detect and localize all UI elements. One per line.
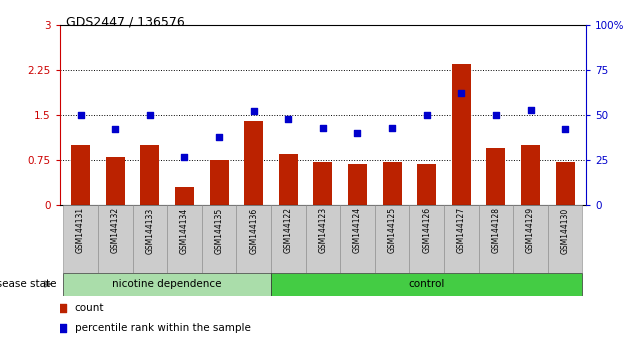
Bar: [278, 154, 298, 205]
Point: [560, 127, 570, 132]
Text: GSM144134: GSM144134: [180, 207, 189, 253]
Point: [456, 91, 466, 96]
Point: [180, 154, 190, 159]
Text: GDS2447 / 136576: GDS2447 / 136576: [66, 16, 185, 29]
Text: GSM144130: GSM144130: [561, 207, 570, 253]
Bar: [175, 187, 194, 205]
Text: GSM144125: GSM144125: [387, 207, 397, 253]
Bar: [132, 205, 167, 273]
Bar: [479, 205, 513, 273]
Bar: [313, 162, 333, 205]
Text: GSM144135: GSM144135: [215, 207, 224, 253]
Bar: [375, 205, 410, 273]
Bar: [167, 205, 202, 273]
Text: percentile rank within the sample: percentile rank within the sample: [74, 323, 251, 333]
Text: GSM144127: GSM144127: [457, 207, 466, 253]
Point: [110, 127, 120, 132]
Text: GSM144124: GSM144124: [353, 207, 362, 253]
Text: GSM144123: GSM144123: [318, 207, 328, 253]
Bar: [348, 164, 367, 205]
Point: [352, 130, 362, 136]
Point: [387, 125, 397, 131]
Text: GSM144131: GSM144131: [76, 207, 85, 253]
Bar: [306, 205, 340, 273]
Text: nicotine dependence: nicotine dependence: [112, 279, 222, 289]
Bar: [556, 162, 575, 205]
Bar: [340, 205, 375, 273]
Bar: [417, 164, 436, 205]
Point: [341, 236, 352, 242]
Bar: [202, 205, 236, 273]
Bar: [236, 205, 271, 273]
Bar: [452, 64, 471, 205]
Bar: [271, 273, 583, 296]
Text: count: count: [74, 303, 104, 313]
Point: [76, 112, 86, 118]
Bar: [513, 205, 548, 273]
Bar: [63, 273, 271, 296]
Bar: [548, 205, 583, 273]
Point: [318, 125, 328, 131]
Point: [145, 112, 155, 118]
Point: [214, 134, 224, 139]
Text: GSM144133: GSM144133: [146, 207, 154, 253]
Bar: [71, 145, 90, 205]
Point: [421, 112, 432, 118]
Bar: [106, 157, 125, 205]
Bar: [63, 205, 98, 273]
Text: GSM144128: GSM144128: [491, 207, 500, 253]
Point: [525, 107, 536, 113]
Bar: [521, 145, 540, 205]
Text: GSM144136: GSM144136: [249, 207, 258, 253]
Bar: [140, 145, 159, 205]
Point: [341, 59, 352, 65]
Text: GSM144122: GSM144122: [284, 207, 293, 253]
Bar: [486, 148, 505, 205]
Point: [284, 116, 294, 121]
Point: [491, 112, 501, 118]
Bar: [98, 205, 132, 273]
Text: GSM144129: GSM144129: [526, 207, 535, 253]
Point: [249, 109, 259, 114]
Text: GSM144126: GSM144126: [422, 207, 431, 253]
Text: control: control: [408, 279, 445, 289]
Text: disease state: disease state: [0, 279, 57, 289]
Bar: [444, 205, 479, 273]
Bar: [382, 162, 401, 205]
Text: GSM144132: GSM144132: [111, 207, 120, 253]
Bar: [244, 121, 263, 205]
Bar: [271, 205, 306, 273]
Bar: [210, 160, 229, 205]
Bar: [410, 205, 444, 273]
